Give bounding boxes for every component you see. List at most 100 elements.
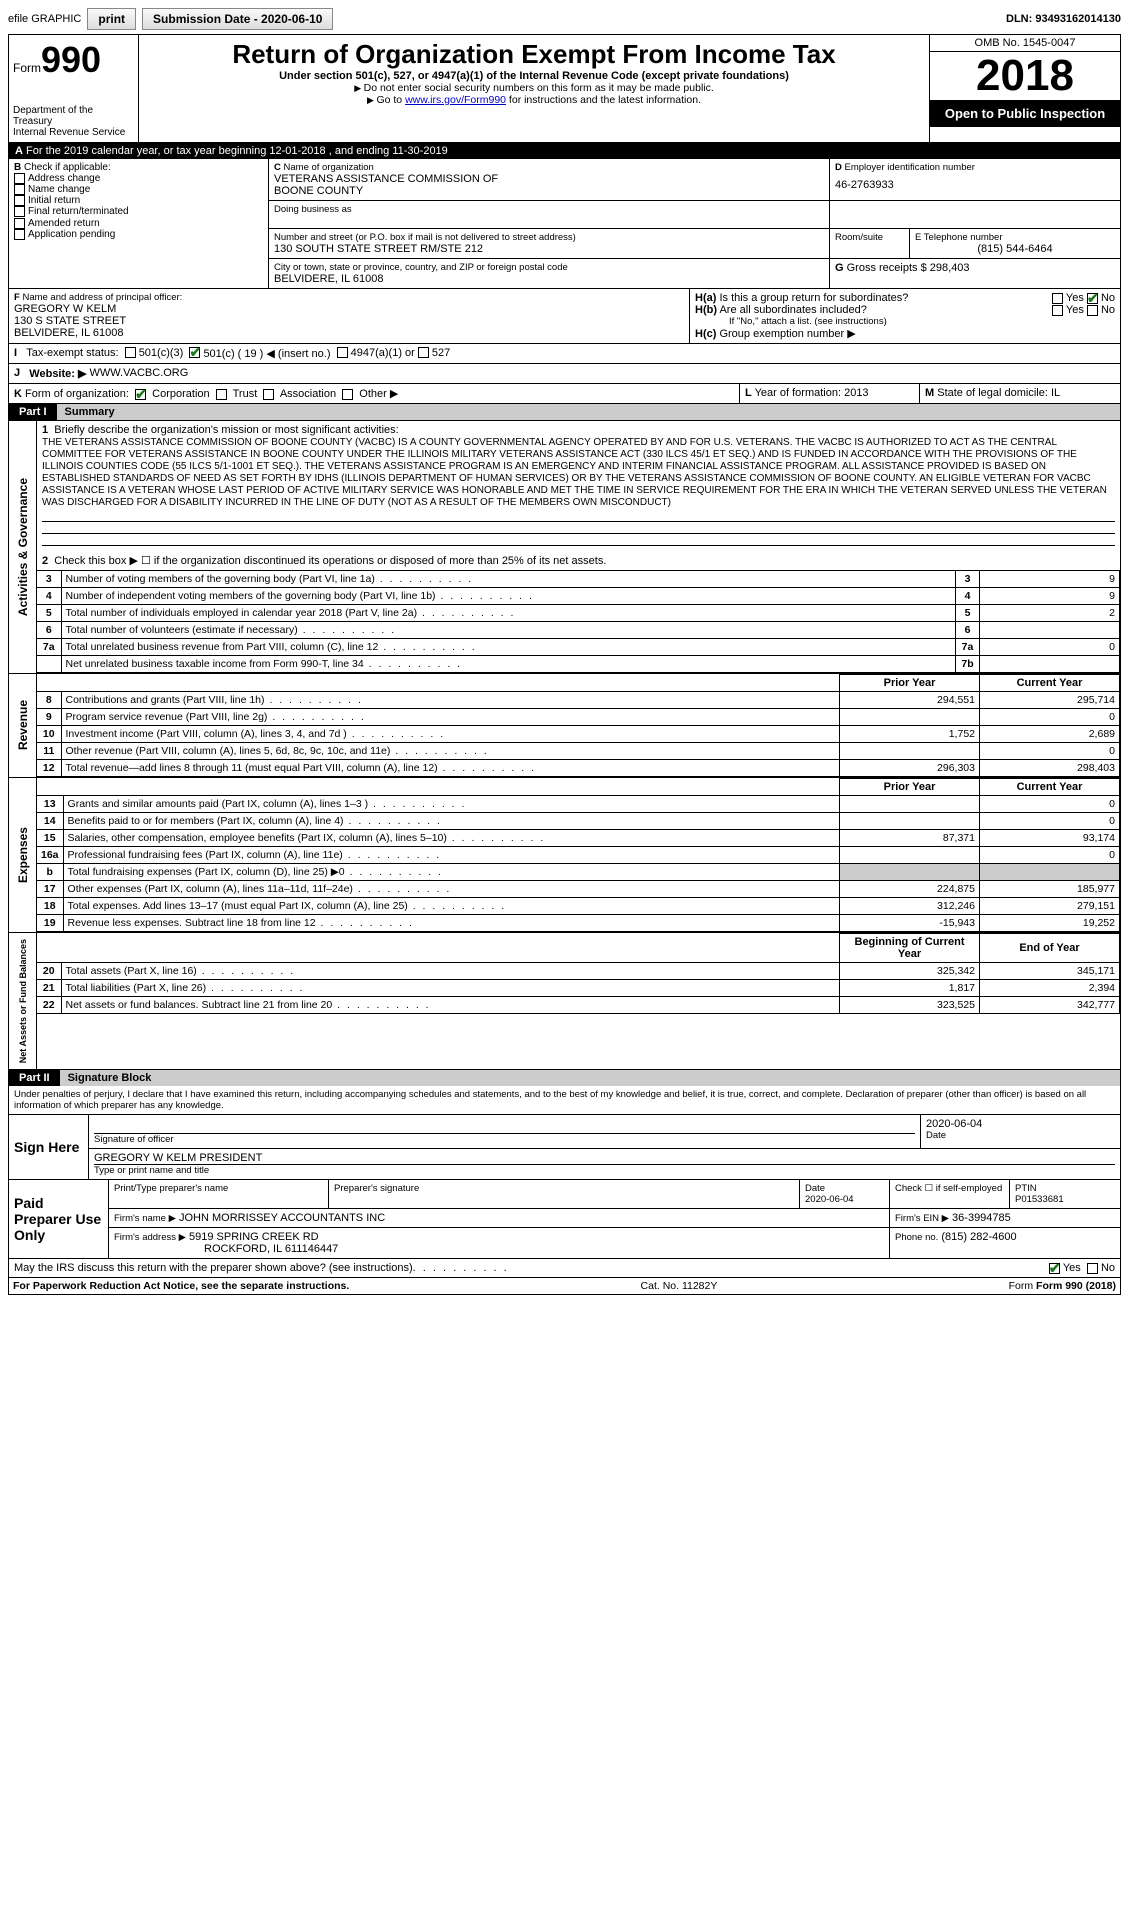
chk-address-change[interactable] (14, 173, 25, 184)
expenses-table: Prior YearCurrent Year13Grants and simil… (37, 778, 1120, 932)
tax-year: 2018 (930, 52, 1120, 100)
org-address: 130 SOUTH STATE STREET RM/STE 212 (274, 243, 824, 255)
line-text: Revenue less expenses. Subtract line 18 … (63, 915, 839, 932)
chk-corp[interactable] (135, 389, 146, 400)
form-header: Form990 Department of the Treasury Inter… (9, 35, 1120, 143)
opt-final-return: Final return/terminated (28, 207, 129, 218)
ag-lineno: 4 (37, 588, 61, 605)
period-end: 11-30-2019 (392, 145, 447, 157)
current-value: 19,252 (980, 915, 1120, 932)
chk-discuss-no[interactable] (1087, 1263, 1098, 1274)
ha-no: No (1101, 292, 1115, 304)
chk-4947[interactable] (337, 347, 348, 358)
hb-no: No (1101, 304, 1115, 316)
part2-header: Part II Signature Block (9, 1070, 1120, 1086)
chk-hb-yes[interactable] (1052, 305, 1063, 316)
chk-assoc[interactable] (263, 389, 274, 400)
lineno: 9 (37, 709, 61, 726)
sig-officer-label: Signature of officer (94, 1134, 915, 1145)
section-f: F Name and address of principal officer:… (9, 289, 690, 343)
entity-block: B Check if applicable: Address change Na… (9, 159, 1120, 289)
ag-value: 0 (980, 639, 1120, 656)
dept-treasury: Department of the Treasury (13, 105, 134, 127)
lineno: 21 (37, 980, 61, 997)
prior-value (840, 813, 980, 830)
ag-text: Number of voting members of the governin… (61, 571, 956, 588)
lineno: 15 (37, 830, 63, 847)
ag-boxno: 7a (956, 639, 980, 656)
mission-text: THE VETERANS ASSISTANCE COMMISSION OF BO… (42, 437, 1107, 508)
pra-notice: For Paperwork Reduction Act Notice, see … (13, 1280, 349, 1292)
sign-here-label: Sign Here (9, 1115, 89, 1179)
ag-boxno: 3 (956, 571, 980, 588)
ag-text: Net unrelated business taxable income fr… (61, 656, 956, 673)
chk-final-return[interactable] (14, 206, 25, 217)
section-g: G Gross receipts $ 298,403 (830, 259, 1120, 288)
form-footer-label: Form 990 (2018) (1036, 1280, 1116, 1292)
chk-hb-no[interactable] (1087, 305, 1098, 316)
current-value: 0 (980, 813, 1120, 830)
sig-date-value: 2020-06-04 (926, 1118, 1115, 1130)
hb-yes: Yes (1066, 304, 1084, 316)
line-text: Contributions and grants (Part VIII, lin… (61, 692, 840, 709)
chk-527[interactable] (418, 347, 429, 358)
mission-blank-lines (42, 510, 1115, 546)
netassets-table: Beginning of Current YearEnd of Year20To… (37, 933, 1120, 1014)
current-value: 345,171 (980, 963, 1120, 980)
firm-addr2: ROCKFORD, IL 611146447 (114, 1243, 338, 1255)
prior-value: 296,303 (840, 760, 980, 777)
chk-501c3[interactable] (125, 347, 136, 358)
opt-initial-return: Initial return (28, 195, 80, 206)
chk-initial-return[interactable] (14, 195, 25, 206)
j-label: Website: ▶ (29, 367, 86, 380)
phone-value: (815) 544-6464 (915, 243, 1115, 255)
prior-value: 224,875 (840, 881, 980, 898)
part2-label: Part II (9, 1070, 60, 1086)
firm-phone-label: Phone no. (895, 1232, 938, 1243)
dept-irs: Internal Revenue Service (13, 127, 134, 138)
officer-signature-line[interactable] (94, 1118, 915, 1134)
col-prior: Prior Year (840, 675, 980, 692)
ag-value (980, 656, 1120, 673)
print-button[interactable]: print (87, 8, 136, 30)
form-outer: Form990 Department of the Treasury Inter… (8, 34, 1121, 1295)
omb-number: OMB No. 1545-0047 (930, 35, 1120, 52)
firm-addr1: 5919 SPRING CREEK RD (189, 1231, 319, 1243)
firm-name-value: JOHN MORRISSEY ACCOUNTANTS INC (179, 1212, 385, 1224)
d-label: Employer identification number (845, 162, 975, 173)
top-bar: efile GRAPHIC print Submission Date - 20… (8, 8, 1121, 30)
discuss-yes: Yes (1063, 1262, 1081, 1274)
pp-ptin-value: P01533681 (1015, 1194, 1064, 1205)
chk-other[interactable] (342, 389, 353, 400)
efile-label: efile GRAPHIC (8, 13, 81, 25)
perjury-statement: Under penalties of perjury, I declare th… (9, 1086, 1120, 1115)
firm-addr-label: Firm's address ▶ (114, 1232, 186, 1243)
hc-text: Group exemption number ▶ (719, 328, 855, 340)
line-text: Net assets or fund balances. Subtract li… (61, 997, 840, 1014)
chk-ha-no[interactable] (1087, 293, 1098, 304)
e-label: E Telephone number (915, 232, 1115, 243)
submission-date-button[interactable]: Submission Date - 2020-06-10 (142, 8, 333, 30)
chk-application-pending[interactable] (14, 229, 25, 240)
i-501c-other: 501(c) ( 19 ) ◀ (insert no.) (203, 347, 330, 360)
ag-boxno: 6 (956, 622, 980, 639)
section-e: E Telephone number (815) 544-6464 (910, 229, 1120, 258)
chk-501c-other[interactable] (189, 347, 200, 358)
chk-discuss-yes[interactable] (1049, 1263, 1060, 1274)
ein-value: 46-2763933 (835, 173, 1115, 191)
irs-link[interactable]: www.irs.gov/Form990 (405, 94, 506, 106)
klm-block: K Form of organization: Corporation Trus… (9, 384, 1120, 404)
lineno: b (37, 864, 63, 881)
pp-self-employed: Check ☐ if self-employed (890, 1180, 1010, 1208)
chk-name-change[interactable] (14, 184, 25, 195)
chk-trust[interactable] (216, 389, 227, 400)
c-name-label: Name of organization (284, 162, 374, 173)
chk-amended-return[interactable] (14, 218, 25, 229)
part2-title: Signature Block (60, 1070, 1120, 1086)
chk-ha-yes[interactable] (1052, 293, 1063, 304)
netassets-section: Net Assets or Fund Balances Beginning of… (9, 933, 1120, 1070)
ag-lineno: 6 (37, 622, 61, 639)
current-value: 0 (980, 796, 1120, 813)
lineno: 19 (37, 915, 63, 932)
prior-value: -15,943 (840, 915, 980, 932)
